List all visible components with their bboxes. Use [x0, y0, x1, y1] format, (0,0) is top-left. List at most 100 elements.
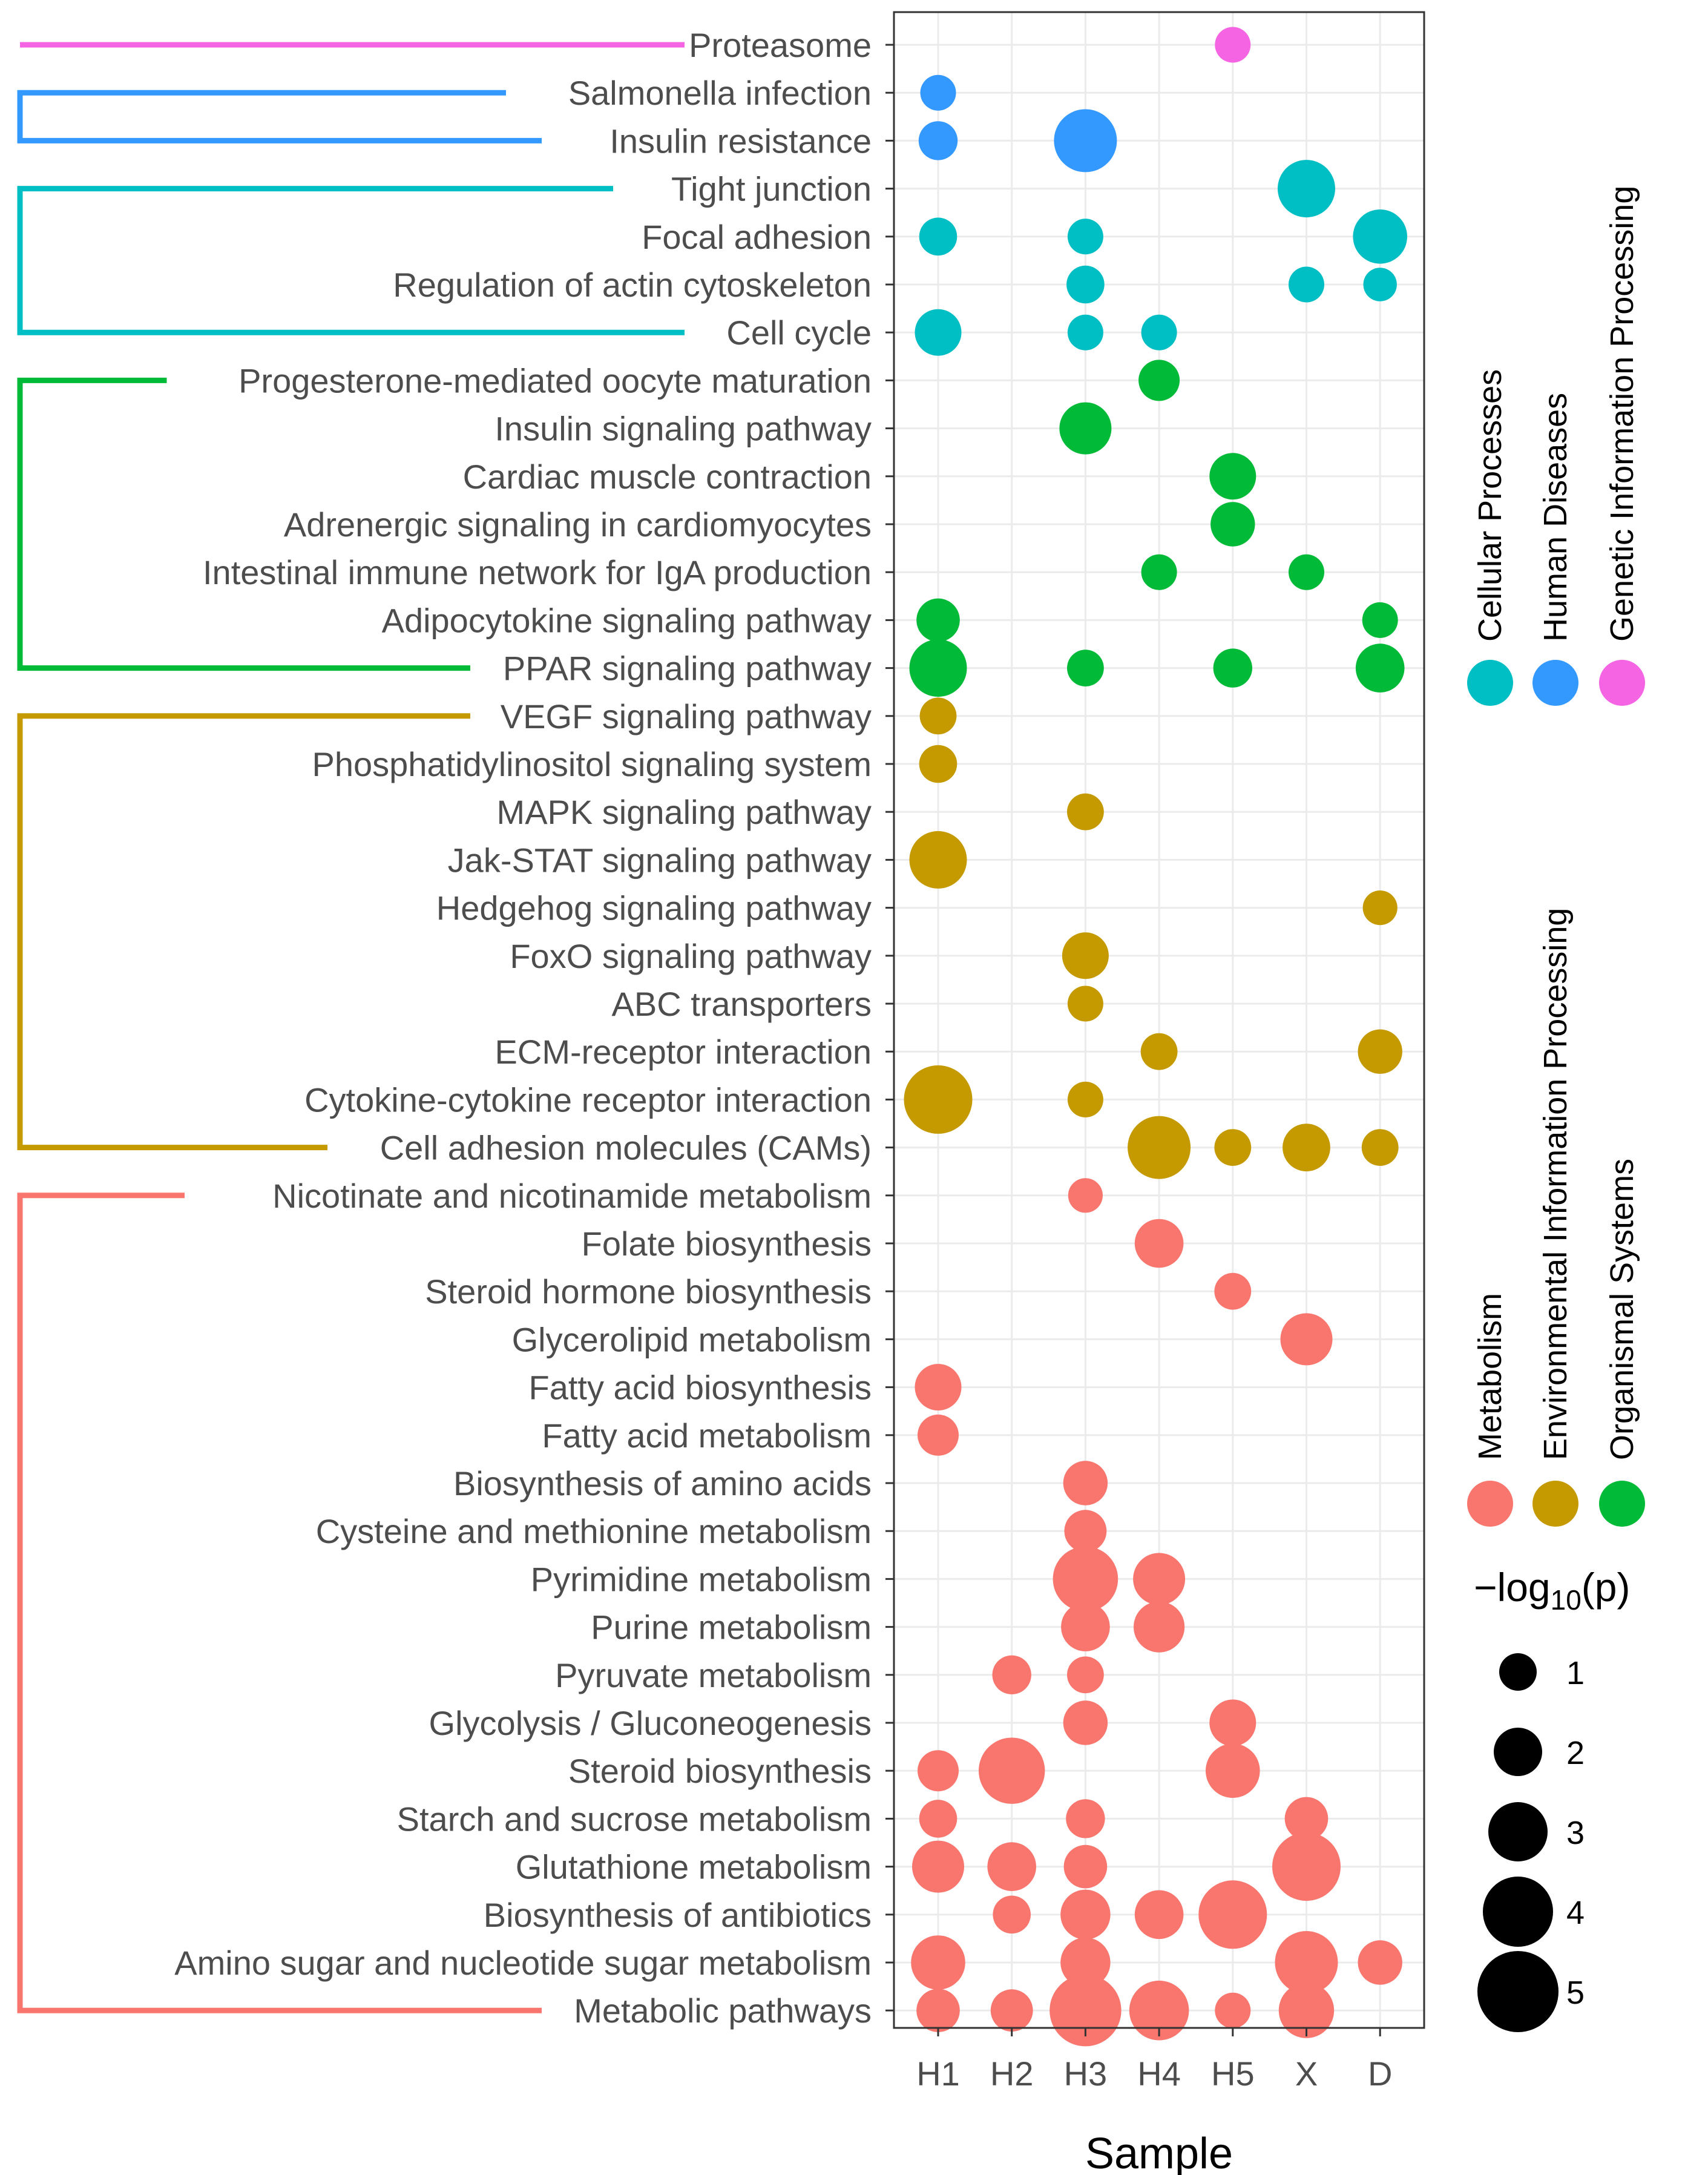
point-H3	[1054, 109, 1117, 173]
point-H3	[1064, 1510, 1107, 1553]
point-H4	[1141, 314, 1177, 350]
legend-key-environmental-information-processing	[1532, 1481, 1578, 1527]
point-H1	[919, 217, 957, 256]
point-H5	[1206, 1743, 1260, 1798]
point-H1	[919, 697, 957, 735]
size-key-3	[1488, 1802, 1548, 1861]
point-H3	[1053, 1546, 1118, 1612]
point-H1	[920, 74, 956, 111]
point-H2	[993, 1895, 1031, 1934]
point-H1	[911, 1935, 965, 1990]
y-tick-label: ECM-receptor interaction	[495, 1033, 872, 1071]
y-tick-label: FoxO signaling pathway	[510, 937, 872, 975]
y-tick-label: MAPK signaling pathway	[497, 793, 872, 831]
y-tick-label: Glycolysis / Gluconeogenesis	[429, 1704, 872, 1742]
legend-key-cellular-processes	[1467, 660, 1513, 706]
bracket-cellular-processes	[17, 186, 685, 335]
point-D	[1353, 209, 1407, 264]
y-tick-label: Adipocytokine signaling pathway	[382, 601, 872, 639]
point-H1	[919, 745, 957, 783]
bracket-organismal-systems	[17, 377, 470, 671]
point-X	[1283, 1124, 1330, 1171]
x-tick-label-H3: H3	[1064, 2055, 1108, 2093]
y-tick-label: PPAR signaling pathway	[503, 650, 872, 688]
y-tick-label: Steroid biosynthesis	[568, 1752, 872, 1790]
x-axis-title: Sample	[1085, 2130, 1233, 2175]
size-key-label: 3	[1566, 1815, 1585, 1851]
point-H2	[990, 1989, 1033, 2032]
point-H5	[1198, 1880, 1267, 1949]
size-key-label: 4	[1566, 1895, 1585, 1931]
y-tick-label: Cell adhesion molecules (CAMs)	[380, 1129, 872, 1167]
y-tick-label: Fatty acid metabolism	[542, 1417, 872, 1455]
point-H5	[1210, 502, 1255, 547]
y-axis-pathway-labels: Proteasome Salmonella infection Insulin re…	[174, 26, 894, 2030]
point-H4	[1129, 1980, 1189, 2041]
point-H1	[915, 309, 962, 356]
point-X	[1280, 1313, 1333, 1366]
point-H3	[1063, 1700, 1108, 1745]
point-X	[1275, 1931, 1338, 1994]
size-key-2	[1494, 1728, 1542, 1776]
legend-key-genetic-information-processing	[1599, 660, 1645, 706]
legend-label: Metabolism	[1472, 1293, 1508, 1460]
bracket-metabolism	[17, 1193, 542, 2013]
x-tick-label-H1: H1	[916, 2055, 960, 2093]
point-H1	[919, 1800, 957, 1838]
point-X	[1284, 1797, 1329, 1841]
point-H3	[1066, 265, 1105, 304]
point-H1	[904, 1065, 973, 1134]
point-H3	[1060, 1937, 1111, 1988]
point-X	[1289, 554, 1324, 590]
point-H4	[1140, 1033, 1178, 1070]
y-tick-label: Proteasome	[689, 26, 872, 64]
y-tick-label: Folate biosynthesis	[582, 1225, 872, 1263]
legend-size: −log10(p) 1 2 3 4 5	[1474, 1565, 1630, 2032]
point-X	[1278, 1983, 1335, 2038]
point-H3	[1062, 932, 1109, 979]
point-H1	[916, 598, 960, 642]
legend-label: Genetic Information Processing	[1604, 186, 1640, 642]
point-H4	[1138, 360, 1180, 401]
y-tick-label: Jak-STAT signaling pathway	[448, 841, 872, 879]
bracket-human-diseases	[17, 90, 542, 143]
point-H3	[1067, 219, 1103, 255]
point-D	[1355, 643, 1405, 693]
category-brackets	[17, 42, 685, 2013]
bracket-environmental-information-processing	[17, 713, 470, 1151]
y-tick-label: Nicotinate and nicotinamide metabolism	[272, 1177, 872, 1215]
point-X	[1278, 160, 1335, 218]
point-D	[1361, 1129, 1399, 1166]
point-H4	[1133, 1553, 1186, 1605]
point-H3	[1066, 1799, 1105, 1838]
legend-key-human-diseases	[1532, 660, 1578, 706]
data-points	[904, 27, 1407, 2047]
point-H3	[1067, 985, 1103, 1022]
point-H3	[1067, 650, 1104, 686]
point-H3	[1060, 1889, 1111, 1940]
y-tick-label: Steroid hormone biosynthesis	[425, 1272, 872, 1311]
y-tick-label: Starch and sucrose metabolism	[397, 1800, 872, 1838]
point-H3	[1067, 1656, 1104, 1694]
x-axis-tick-labels: H1 H2 H3 H4 H5 X D	[916, 2028, 1392, 2093]
point-X	[1289, 266, 1324, 303]
point-H5	[1214, 1129, 1252, 1166]
legend-label: Environmental Information Processing	[1537, 908, 1574, 1460]
y-tick-label: Pyrimidine metabolism	[531, 1560, 872, 1598]
point-H3	[1067, 793, 1104, 831]
y-tick-label: Focal adhesion	[642, 218, 872, 256]
y-tick-label: Adrenergic signaling in cardiomyocytes	[284, 505, 872, 544]
x-tick-label-H5: H5	[1211, 2055, 1255, 2093]
x-tick-label-X: X	[1295, 2055, 1318, 2093]
y-tick-label: Phosphatidylinositol signaling system	[312, 745, 872, 783]
point-H5	[1213, 648, 1252, 688]
y-tick-label: Cytokine-cytokine receptor interaction	[304, 1081, 872, 1119]
y-tick-label: Salmonella infection	[568, 74, 872, 112]
size-key-label: 1	[1566, 1655, 1585, 1691]
point-H4	[1134, 1219, 1184, 1268]
x-tick-label-H4: H4	[1137, 2055, 1181, 2093]
y-tick-label: Cell cycle	[726, 314, 872, 352]
point-H5	[1209, 453, 1256, 500]
point-H2	[979, 1737, 1045, 1804]
point-H1	[918, 1750, 959, 1792]
